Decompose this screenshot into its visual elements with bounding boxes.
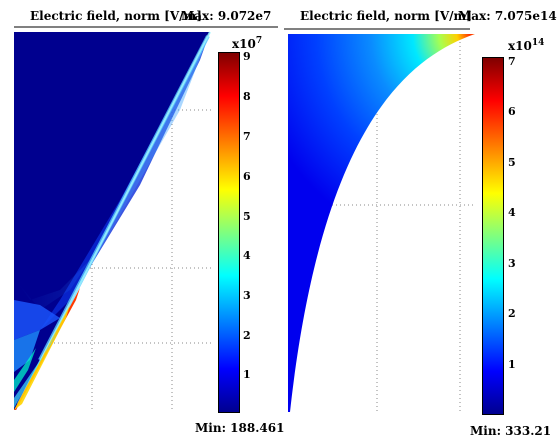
- left-min-label: Min: 188.461: [195, 421, 285, 435]
- left-colorbar-tick: 3: [243, 289, 251, 302]
- right-field-plot-panel: Electric field, norm [V/m] Max: 7.075e14…: [280, 0, 557, 441]
- right-colorbar-exponent-power: 14: [531, 38, 545, 48]
- left-colorbar-tick: 2: [243, 329, 251, 342]
- right-colorbar-tick: 7: [508, 55, 516, 68]
- left-colorbar-tick: 7: [243, 130, 251, 143]
- left-plot-title: Electric field, norm [V/m]: [30, 9, 202, 23]
- left-colorbar: [218, 52, 240, 413]
- left-max-label: Max: 9.072e7: [181, 9, 272, 23]
- left-colorbar-tick: 4: [243, 249, 251, 262]
- right-max-label: Max: 7.075e14: [458, 9, 557, 23]
- right-colorbar-exponent: x1014: [508, 38, 544, 53]
- right-colorbar-tick: 3: [508, 257, 516, 270]
- right-colorbar: [482, 57, 504, 415]
- left-colorbar-tick: 9: [243, 50, 251, 63]
- right-colorbar-tick: 1: [508, 358, 516, 371]
- right-colorbar-exponent-base: x10: [508, 39, 532, 53]
- right-grid: [288, 34, 476, 412]
- right-field-region: [288, 34, 475, 412]
- left-colorbar-tick: 6: [243, 170, 251, 183]
- left-colorbar-exponent-power: 7: [255, 36, 263, 46]
- left-field-plot-panel: Electric field, norm [V/m] Max: 9.072e7: [14, 9, 284, 435]
- left-colorbar-tick: 5: [243, 210, 251, 223]
- left-colorbar-exponent-base: x10: [232, 37, 256, 51]
- right-colorbar-tick: 2: [508, 307, 516, 320]
- right-colorbar-tick: 4: [508, 206, 516, 219]
- left-colorbar-tick: 1: [243, 368, 251, 381]
- right-plot-title: Electric field, norm [V/m]: [300, 9, 472, 23]
- left-field-plot: [14, 26, 278, 412]
- right-colorbar-tick: 6: [508, 105, 516, 118]
- right-field-plot: [284, 28, 476, 412]
- right-colorbar-tick: 5: [508, 156, 516, 169]
- right-min-label: Min: 333.21: [470, 424, 552, 438]
- left-colorbar-exponent: x107: [232, 36, 262, 51]
- left-colorbar-tick: 8: [243, 90, 251, 103]
